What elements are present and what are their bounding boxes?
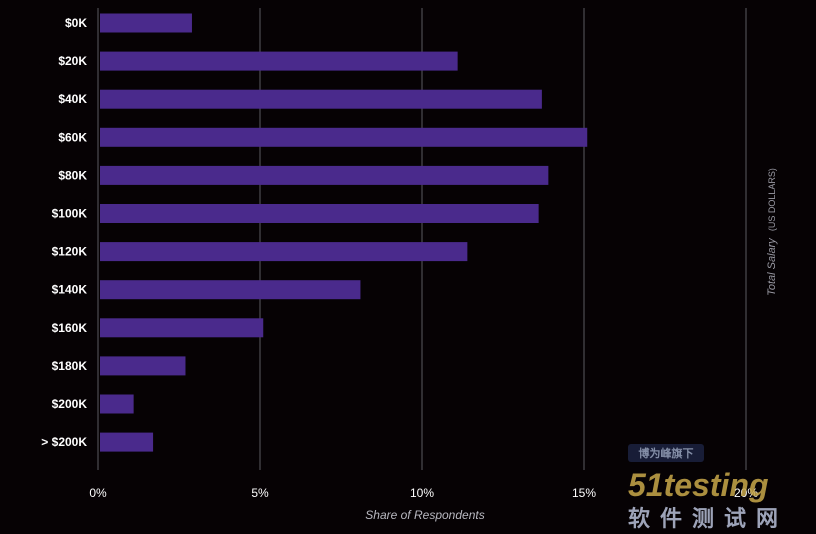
y-tick-label: $200K — [52, 397, 88, 411]
bar — [100, 356, 186, 376]
bar — [100, 89, 542, 109]
bars — [100, 13, 588, 452]
bar — [100, 165, 549, 185]
y-tick-label: $60K — [58, 130, 87, 144]
y-tick-label: $20K — [58, 54, 87, 68]
watermark-badge — [628, 444, 704, 462]
bar — [100, 242, 468, 262]
y-tick-label: $0K — [65, 16, 87, 30]
y-tick-label: $120K — [52, 245, 88, 259]
bar — [100, 204, 539, 223]
x-tick-labels: 0% 5% 10% 15% 20% — [89, 486, 758, 500]
y-axis-label: Total Salary (US DOLLARS) — [766, 168, 778, 296]
y-tick-label: $160K — [52, 321, 88, 335]
y-tick-labels: $0K $20K $40K $60K $80K $100K $120K $140K $160K $… — [41, 16, 87, 449]
bar — [100, 394, 134, 414]
bar — [100, 432, 154, 452]
x-axis-label: Share of Respondents — [365, 508, 484, 522]
x-tick-label: 0% — [89, 486, 107, 500]
x-tick-label: 5% — [251, 486, 269, 500]
y-tick-label: > $200K — [41, 435, 87, 449]
bar — [100, 13, 192, 33]
y-tick-label: $180K — [52, 359, 88, 373]
x-tick-label: 10% — [410, 486, 434, 500]
bar — [100, 51, 458, 71]
watermark-logo: 博为峰旗下 51testing 软件测试网 — [628, 444, 788, 531]
bar — [100, 280, 361, 300]
watermark-bottom-text: 软件测试网 — [628, 506, 788, 531]
watermark-top-text: 博为峰旗下 — [639, 446, 694, 460]
y-tick-label: $140K — [52, 283, 88, 297]
grid-lines — [97, 8, 747, 470]
y-axis-label-sub: (US DOLLARS) — [767, 168, 777, 231]
x-tick-label: 15% — [572, 486, 596, 500]
y-tick-label: $80K — [58, 168, 87, 182]
y-axis-label-main: Total Salary — [766, 237, 778, 296]
watermark-brand: 51testing — [628, 467, 768, 503]
y-tick-label: $40K — [58, 92, 87, 106]
y-tick-label: $100K — [52, 207, 88, 221]
bar — [100, 318, 264, 338]
bar — [100, 127, 588, 147]
x-tick-label: 20% — [734, 486, 758, 500]
